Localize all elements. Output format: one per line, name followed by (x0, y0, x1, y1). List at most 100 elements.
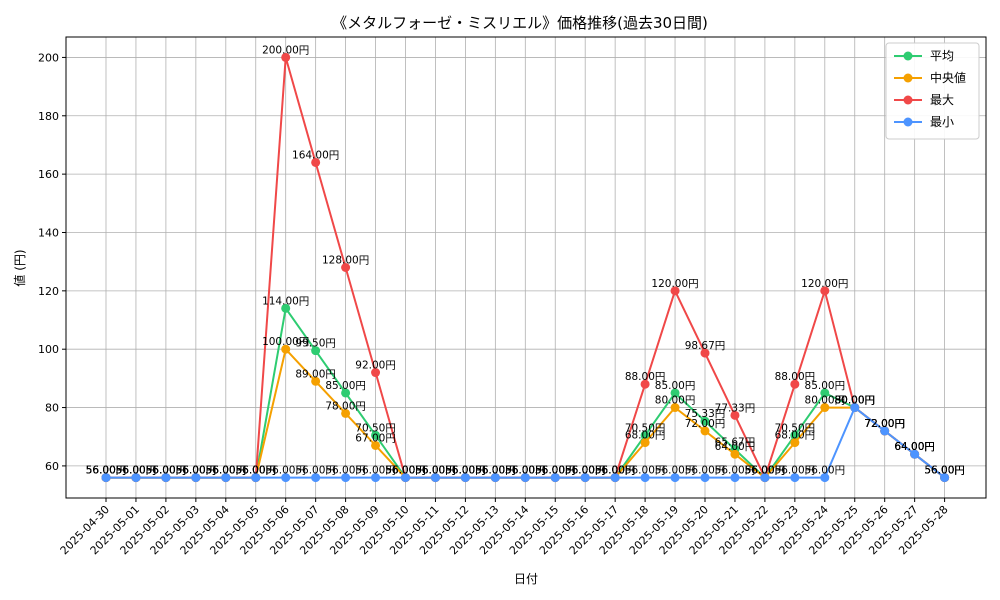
y-tick-label: 80 (45, 402, 59, 415)
data-label: 67.00円 (355, 432, 396, 444)
data-label: 56.00円 (176, 465, 217, 477)
data-label: 80.00円 (834, 395, 875, 407)
data-point (820, 403, 830, 413)
data-point (161, 473, 171, 483)
data-label: 56.00円 (924, 465, 965, 477)
data-label: 56.00円 (86, 465, 127, 477)
data-label: 56.00円 (475, 465, 516, 477)
data-label: 56.00円 (235, 465, 276, 477)
plot-area (65, 36, 987, 499)
data-label: 56.00円 (385, 465, 426, 477)
data-point (311, 346, 321, 356)
data-label: 56.00円 (206, 465, 247, 477)
data-label: 80.00円 (834, 395, 875, 407)
legend-entry: 最小 (930, 115, 954, 129)
data-label: 56.00円 (385, 465, 426, 477)
data-point (221, 473, 231, 483)
data-label: 56.00円 (415, 465, 456, 477)
data-point (281, 52, 291, 62)
data-label: 56.00円 (745, 465, 786, 477)
data-label: 64.00円 (894, 441, 935, 453)
data-point (311, 376, 321, 386)
data-point (490, 473, 500, 483)
data-label: 70.50円 (355, 422, 396, 434)
data-label: 85.00円 (655, 380, 696, 392)
data-label: 56.00円 (655, 465, 696, 477)
y-tick-label: 100 (38, 343, 59, 356)
data-label: 56.00円 (595, 465, 636, 477)
data-label: 56.00円 (475, 465, 516, 477)
data-label: 56.00円 (565, 465, 606, 477)
data-point (730, 473, 740, 483)
data-label: 72.00円 (864, 418, 905, 430)
data-label: 56.00円 (235, 465, 276, 477)
data-label: 56.00円 (116, 465, 157, 477)
data-label: 56.00円 (924, 465, 965, 477)
data-label: 77.33円 (715, 402, 756, 414)
data-label: 56.00円 (535, 465, 576, 477)
data-label: 56.00円 (505, 465, 546, 477)
data-label: 56.00円 (475, 465, 516, 477)
data-label: 56.00円 (206, 465, 247, 477)
data-point (820, 473, 830, 483)
data-label: 56.00円 (415, 465, 456, 477)
legend-entry: 平均 (930, 49, 954, 63)
data-point (790, 430, 800, 440)
data-label: 56.00円 (625, 465, 666, 477)
data-point (101, 473, 111, 483)
data-point (730, 410, 740, 420)
data-label: 80.00円 (805, 395, 846, 407)
data-point (700, 426, 710, 436)
data-label: 56.00円 (176, 465, 217, 477)
data-label: 56.00円 (805, 465, 846, 477)
data-point (880, 426, 890, 436)
data-label: 164.00円 (292, 149, 339, 161)
data-point (341, 263, 351, 272)
data-label: 56.00円 (86, 465, 127, 477)
data-label: 92.00円 (355, 360, 396, 372)
legend-box (885, 42, 980, 140)
data-point (311, 473, 321, 483)
data-label: 56.00円 (146, 465, 187, 477)
data-label: 56.00円 (176, 465, 217, 477)
data-point (281, 303, 291, 313)
y-tick-label: 60 (45, 460, 59, 473)
data-labels: 56.00円56.00円56.00円56.00円56.00円56.00円114.… (86, 44, 965, 476)
data-label: 56.00円 (385, 465, 426, 477)
data-label: 56.00円 (445, 465, 486, 477)
data-label: 114.00円 (262, 295, 309, 307)
data-label: 75.33円 (685, 408, 726, 420)
data-label: 56.00円 (146, 465, 187, 477)
data-label: 56.00円 (565, 465, 606, 477)
data-point (790, 438, 800, 448)
data-label: 120.00円 (801, 278, 848, 290)
data-point (191, 473, 201, 483)
data-label: 56.00円 (295, 465, 336, 477)
data-label: 56.00円 (235, 465, 276, 477)
data-label: 56.00円 (595, 465, 636, 477)
data-point (790, 379, 800, 389)
data-label: 56.00円 (745, 465, 786, 477)
data-label: 88.00円 (625, 371, 666, 383)
data-point (640, 379, 650, 389)
data-label: 70.50円 (775, 422, 816, 434)
data-label: 56.00円 (924, 465, 965, 477)
data-label: 56.00円 (445, 465, 486, 477)
y-axis-label: 値 (円) (12, 249, 27, 286)
data-label: 56.00円 (715, 465, 756, 477)
data-label: 64.00円 (894, 441, 935, 453)
data-label: 68.00円 (775, 430, 816, 442)
data-label: 78.00円 (325, 400, 366, 412)
data-label: 56.00円 (146, 465, 187, 477)
data-point (670, 286, 680, 296)
data-label: 56.00円 (116, 465, 157, 477)
data-label: 80.00円 (834, 395, 875, 407)
data-point (700, 473, 710, 483)
data-label: 65.67円 (715, 436, 756, 448)
data-label: 56.00円 (475, 465, 516, 477)
data-label: 56.00円 (116, 465, 157, 477)
data-point (341, 473, 351, 483)
data-label: 56.00円 (535, 465, 576, 477)
